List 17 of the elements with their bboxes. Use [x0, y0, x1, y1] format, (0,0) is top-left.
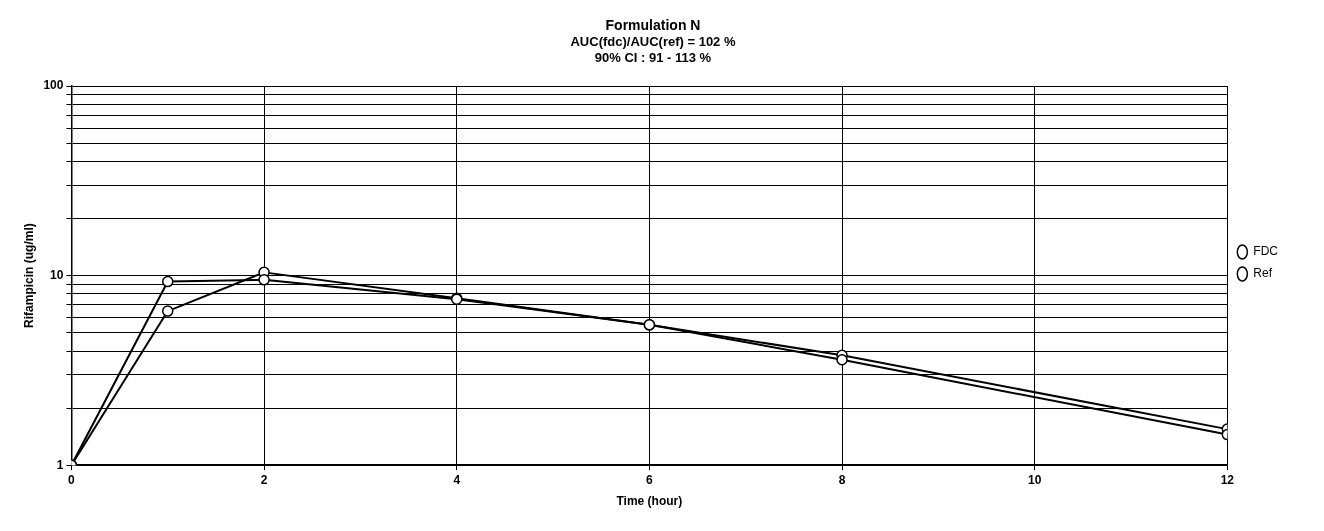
legend-label: Ref — [1253, 266, 1273, 281]
x-tick-label: 2 — [260, 472, 268, 487]
y-axis-title: Rifampicin (ug/ml) — [21, 223, 36, 328]
x-axis-title: Time (hour) — [616, 494, 683, 509]
x-tick-label: 12 — [1220, 472, 1235, 487]
x-tick-label: 6 — [646, 472, 654, 487]
y-tick-label: 1 — [56, 457, 64, 472]
x-tick-label: 0 — [68, 472, 76, 487]
chart-title: Formulation N — [605, 17, 701, 34]
chart-subtitle: AUC(fdc)/AUC(ref) = 102 % — [570, 34, 736, 50]
y-tick-label: 100 — [43, 78, 64, 93]
y-tick-label: 10 — [50, 267, 64, 282]
x-tick-label: 10 — [1028, 472, 1042, 487]
legend-label: FDC — [1253, 244, 1279, 259]
text: 90% CI : 91 - 113 % — [594, 49, 712, 65]
x-tick-label: 8 — [838, 472, 846, 487]
x-tick-label: 4 — [453, 472, 461, 487]
